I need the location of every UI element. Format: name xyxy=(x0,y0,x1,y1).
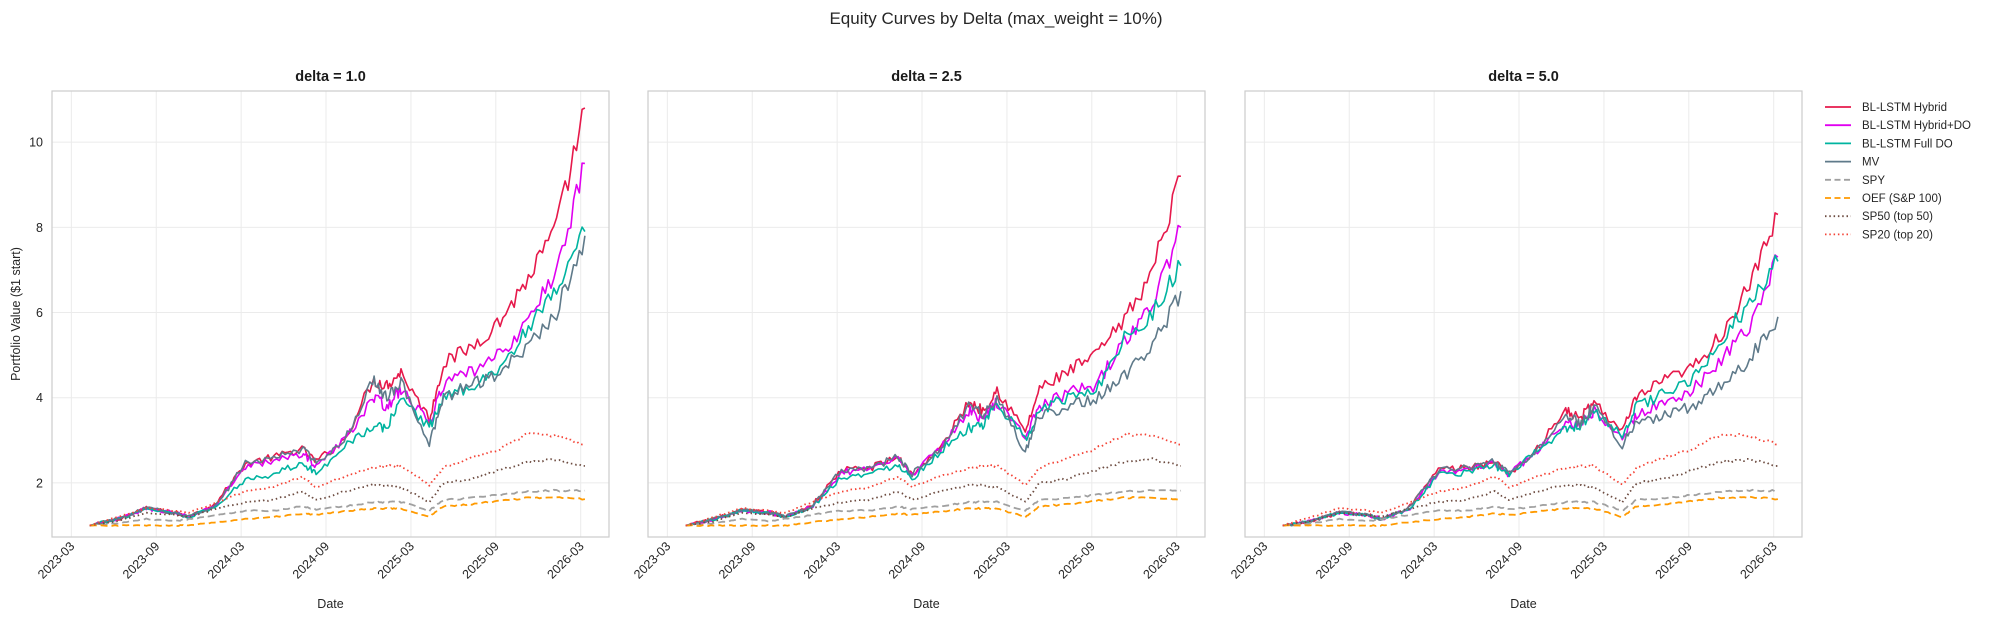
legend-item: OEF (S&P 100) xyxy=(1825,193,1942,205)
y-tick-label: 4 xyxy=(36,391,43,405)
x-tick-label: 2023-03 xyxy=(631,539,673,581)
x-tick-label: 2025-03 xyxy=(971,539,1013,581)
legend: BL-LSTM Hybrid BL-LSTM Hybrid+DO BL-LSTM F… xyxy=(1825,102,1971,241)
legend-label: MV xyxy=(1862,157,1880,169)
y-tick-label: 10 xyxy=(29,136,43,150)
x-axis-label: Date xyxy=(913,597,939,611)
x-tick-label: 2023-09 xyxy=(1313,539,1355,581)
plot-area xyxy=(1245,91,1802,537)
legend-item: BL-LSTM Hybrid xyxy=(1825,102,1947,114)
series-line-spy xyxy=(89,488,586,527)
axes-frame xyxy=(1244,90,1803,538)
x-tick-label: 2025-09 xyxy=(1653,539,1695,581)
x-axis-label: Date xyxy=(1510,597,1536,611)
x-axis-label: Date xyxy=(317,597,343,611)
figure-title: Equity Curves by Delta (max_weight = 10%… xyxy=(829,9,1162,28)
x-tick-label: 2025-09 xyxy=(1056,539,1098,581)
legend-item: SP20 (top 20) xyxy=(1825,229,1933,241)
x-tick-label: 2026-03 xyxy=(544,539,586,581)
x-tick-label: 2024-09 xyxy=(1483,539,1525,581)
legend-label: BL-LSTM Full DO xyxy=(1862,138,1953,150)
legend-label: BL-LSTM Hybrid xyxy=(1862,102,1947,114)
panel-title: delta = 2.5 xyxy=(891,69,962,85)
x-tick-label: 2024-09 xyxy=(290,539,332,581)
plot-area xyxy=(52,91,609,537)
x-tick-label: 2025-09 xyxy=(460,539,502,581)
legend-label: BL-LSTM Hybrid+DO xyxy=(1862,120,1971,132)
series-line-oef-s-p-100 xyxy=(685,496,1182,527)
y-tick-label: 2 xyxy=(36,476,43,490)
series-line-mv xyxy=(89,235,586,527)
x-tick-label: 2025-03 xyxy=(1568,539,1610,581)
plot-area xyxy=(648,91,1205,537)
y-axis-label: Portfolio Value ($1 start) xyxy=(9,247,23,381)
series-line-spy xyxy=(1282,488,1779,527)
x-tick-label: 2023-09 xyxy=(120,539,162,581)
x-tick-label: 2025-03 xyxy=(375,539,417,581)
x-tick-label: 2023-03 xyxy=(1228,539,1270,581)
axes-frame xyxy=(647,90,1206,538)
x-tick-label: 2026-03 xyxy=(1737,539,1779,581)
x-tick-label: 2024-03 xyxy=(1398,539,1440,581)
x-tick-label: 2024-03 xyxy=(205,539,247,581)
x-tick-label: 2023-03 xyxy=(35,539,77,581)
panel-1: delta = 1.0 2 4 6 8 10 Portfolio Value ($1 sta… xyxy=(9,69,610,611)
y-tick-label: 8 xyxy=(36,221,43,235)
legend-item: MV xyxy=(1825,157,1880,169)
x-tick-label: 2024-03 xyxy=(801,539,843,581)
legend-item: SPY xyxy=(1825,175,1885,187)
panels: delta = 1.0 2 4 6 8 10 Portfolio Value ($1 sta… xyxy=(9,69,1803,611)
series-line-sp20-top-20 xyxy=(1282,433,1778,527)
axes-frame xyxy=(51,90,610,538)
y-tick-label: 6 xyxy=(36,306,43,320)
legend-item: BL-LSTM Full DO xyxy=(1825,138,1953,150)
legend-label: SP50 (top 50) xyxy=(1862,211,1933,223)
series-line-spy xyxy=(685,489,1182,527)
legend-label: OEF (S&P 100) xyxy=(1862,193,1942,205)
series-line-sp20-top-20 xyxy=(89,431,585,527)
legend-label: SP20 (top 20) xyxy=(1862,229,1933,241)
x-tick-label: 2024-09 xyxy=(886,539,928,581)
legend-item: BL-LSTM Hybrid+DO xyxy=(1825,120,1971,132)
series-line-oef-s-p-100 xyxy=(1282,495,1779,527)
series-line-oef-s-p-100 xyxy=(89,496,586,527)
panel-title: delta = 5.0 xyxy=(1488,69,1559,85)
series-line-sp20-top-20 xyxy=(685,431,1181,527)
x-tick-label: 2023-09 xyxy=(716,539,758,581)
x-tick-label: 2026-03 xyxy=(1140,539,1182,581)
series-line-mv xyxy=(685,291,1182,527)
legend-item: SP50 (top 50) xyxy=(1825,211,1933,223)
legend-label: SPY xyxy=(1862,175,1885,187)
panel-2: delta = 2.5 2023-03 2023-09 2024-03 2024-09 2… xyxy=(631,69,1206,611)
panel-title: delta = 1.0 xyxy=(295,69,366,85)
panel-3: delta = 5.0 2023-03 2023-09 2024-03 2024-09 2… xyxy=(1228,69,1803,611)
series-line-mv xyxy=(1282,316,1779,527)
